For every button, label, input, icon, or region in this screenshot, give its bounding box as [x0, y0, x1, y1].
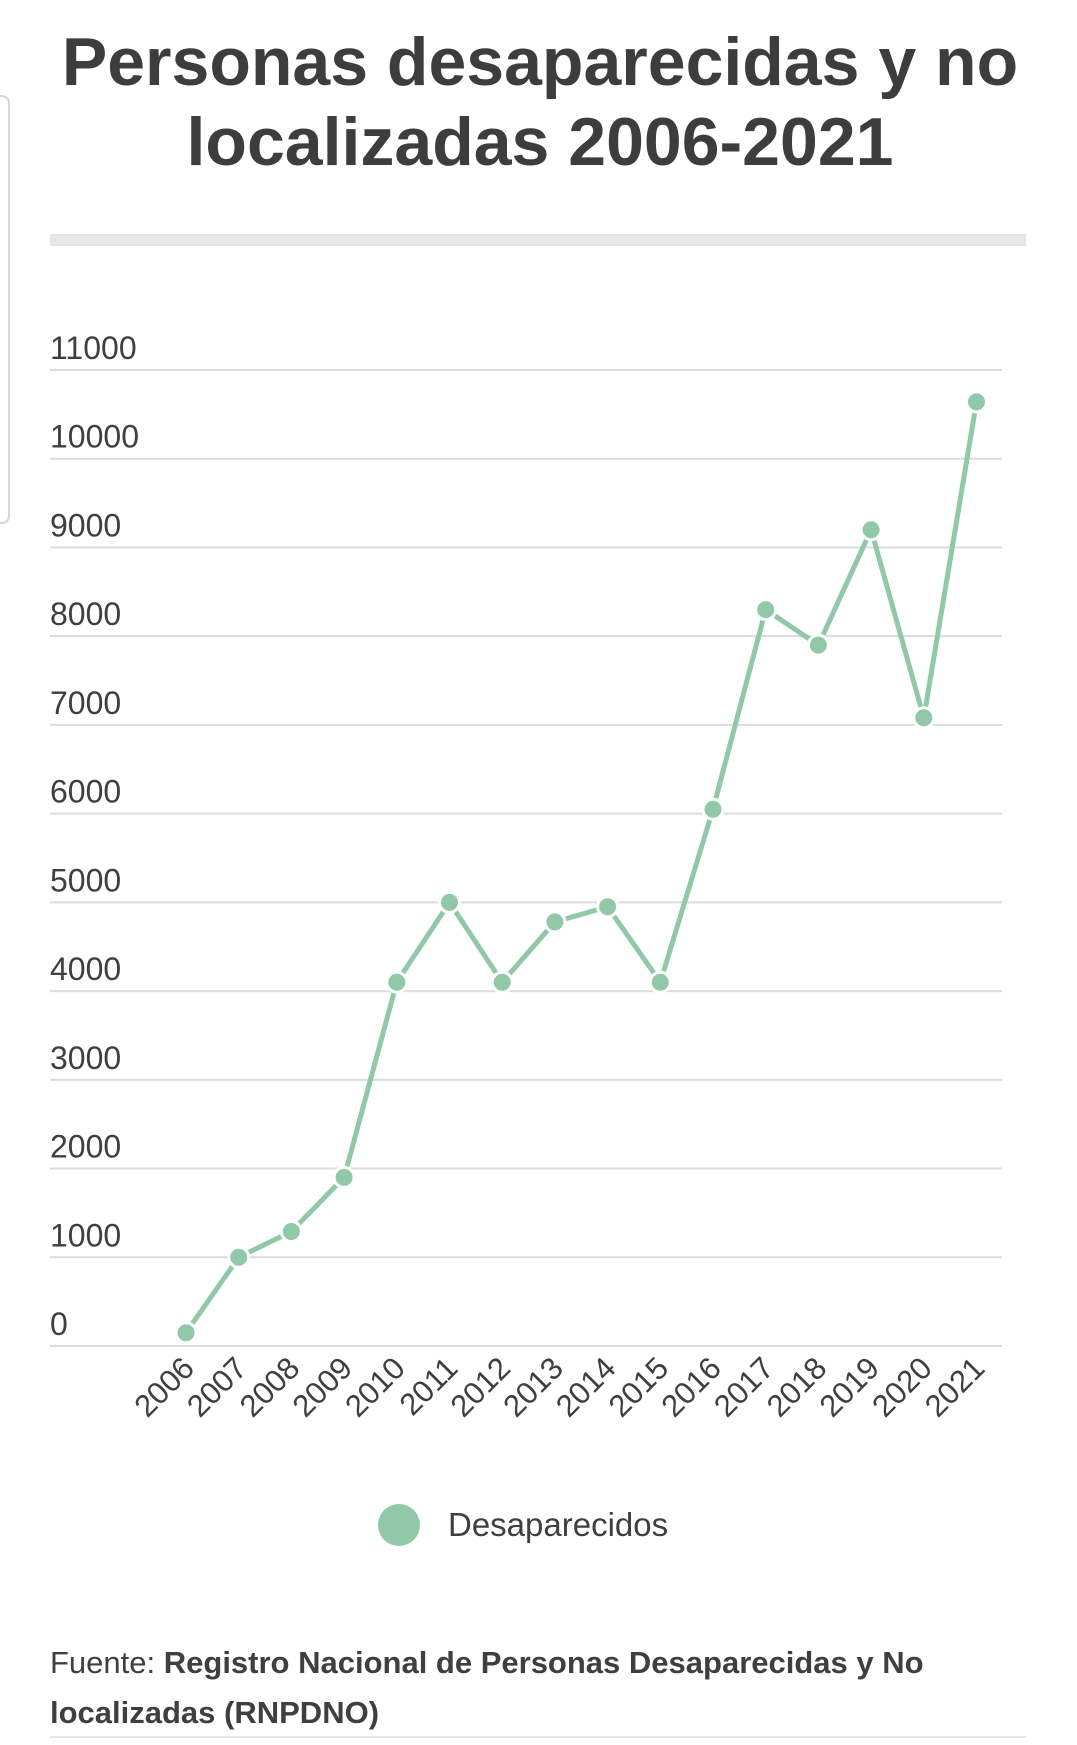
data-point-2007[interactable] — [227, 1245, 251, 1269]
y-tick-label: 3000 — [50, 1040, 121, 1076]
y-tick-label: 6000 — [50, 774, 121, 810]
y-tick-label: 4000 — [50, 951, 121, 987]
line-chart: 0 1000 2000 3000 4000 5000 6000 7000 8000 9000 100… — [50, 330, 1002, 1424]
y-tick-label: 10000 — [50, 419, 139, 455]
data-point-2018[interactable] — [806, 633, 830, 657]
x-tick-label: 2021 — [918, 1350, 992, 1424]
data-point-2011[interactable] — [438, 890, 461, 914]
x-tick-label: 2017 — [707, 1350, 781, 1424]
x-tick-label: 2008 — [233, 1350, 307, 1424]
y-tick-label: 8000 — [50, 596, 121, 632]
x-tick-label: 2006 — [127, 1350, 201, 1424]
y-tick-label: 5000 — [50, 862, 121, 898]
x-tick-label: 2014 — [549, 1350, 623, 1424]
x-tick-label: 2009 — [286, 1350, 360, 1424]
x-tick-label: 2010 — [338, 1350, 412, 1424]
legend[interactable]: Desaparecidos — [378, 1503, 668, 1547]
source-note: Fuente: Registro Nacional de Personas De… — [50, 1638, 1030, 1738]
source-prefix: Fuente: — [50, 1645, 156, 1680]
data-point-2009[interactable] — [332, 1165, 356, 1189]
side-panel-tab[interactable] — [0, 95, 10, 524]
x-tick-label: 2013 — [496, 1350, 570, 1424]
series-line-desaparecidos — [183, 401, 979, 1335]
data-point-2012[interactable] — [490, 970, 514, 994]
legend-label: Desaparecidos — [448, 1506, 669, 1543]
legend-swatch — [378, 1504, 420, 1546]
data-point-2008[interactable] — [279, 1220, 303, 1243]
x-tick-label: 2012 — [444, 1350, 518, 1424]
data-point-2019[interactable] — [859, 518, 883, 542]
x-axis-ticks: 2006200720082009201020112012201320142015… — [127, 1350, 991, 1424]
y-tick-label: 11000 — [50, 330, 137, 366]
source-text: Registro Nacional de Personas Desapareci… — [50, 1645, 924, 1730]
x-tick-label: 2007 — [180, 1350, 254, 1424]
y-tick-label: 0 — [50, 1306, 68, 1342]
data-point-2015[interactable] — [648, 970, 672, 994]
data-point-2010[interactable] — [385, 970, 409, 994]
chart-title: Personas desaparecidas y no localizadas … — [61, 24, 1019, 180]
data-point-2013[interactable] — [543, 910, 567, 934]
data-point-2016[interactable] — [701, 797, 725, 821]
x-tick-label: 2016 — [654, 1350, 728, 1424]
y-axis-ticks: 0 1000 2000 3000 4000 5000 6000 7000 8000 9000 100… — [50, 330, 139, 1342]
data-point-2014[interactable] — [596, 895, 620, 919]
x-tick-label: 2018 — [760, 1350, 834, 1424]
x-tick-label: 2011 — [393, 1350, 465, 1422]
data-point-2006[interactable] — [174, 1321, 198, 1345]
footer-divider — [50, 1736, 1026, 1738]
y-tick-label: 1000 — [50, 1217, 121, 1253]
y-tick-label: 9000 — [50, 507, 121, 543]
series-points — [174, 390, 988, 1345]
data-point-2021[interactable] — [965, 390, 988, 414]
gridlines — [50, 369, 1002, 1347]
x-tick-label: 2019 — [813, 1350, 887, 1424]
y-tick-label: 2000 — [50, 1129, 121, 1165]
series-line — [183, 401, 979, 1335]
x-tick-label: 2020 — [865, 1350, 939, 1424]
data-point-2017[interactable] — [754, 598, 778, 622]
y-tick-label: 7000 — [50, 685, 121, 721]
x-tick-label: 2015 — [602, 1350, 676, 1424]
data-point-2020[interactable] — [912, 706, 936, 730]
title-divider — [50, 234, 1026, 246]
